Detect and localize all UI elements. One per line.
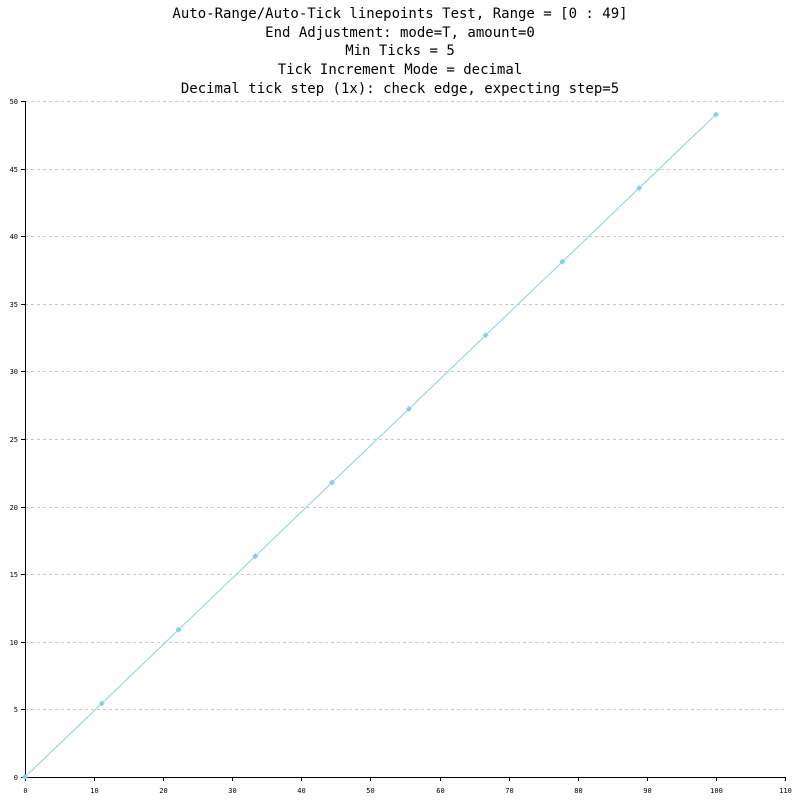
x-tick-label: 30: [228, 787, 236, 795]
y-axis: 0 5 10 15 20 25 30 35 40 45 50: [10, 98, 25, 782]
x-tick-label: 0: [23, 787, 27, 795]
x-tick-label: 60: [436, 787, 444, 795]
y-tick-label: 15: [10, 571, 18, 579]
x-tick-label: 110: [779, 787, 792, 795]
title-line-4: Tick Increment Mode = decimal: [278, 62, 522, 78]
data-point: [405, 405, 412, 412]
x-tick-label: 20: [159, 787, 167, 795]
plot-area: [22, 111, 719, 780]
data-point: [175, 626, 182, 633]
data-point: [22, 774, 28, 780]
chart-title: Auto-Range/Auto-Tick linepoints Test, Ra…: [172, 6, 627, 97]
x-tick-label: 70: [505, 787, 513, 795]
x-tick-label: 10: [90, 787, 98, 795]
axes: [25, 101, 785, 778]
y-tick-label: 25: [10, 436, 18, 444]
x-tick-label: 40: [297, 787, 305, 795]
y-tick-label: 35: [10, 301, 18, 309]
title-line-1: Auto-Range/Auto-Tick linepoints Test, Ra…: [172, 6, 627, 22]
data-point: [636, 185, 643, 192]
x-axis: 0 10 20 30 40 50 60 70 80 90 100 110: [23, 777, 792, 795]
y-tick-label: 30: [10, 368, 18, 376]
y-tick-label: 10: [10, 639, 18, 647]
y-tick-label: 40: [10, 233, 18, 241]
title-line-5: Decimal tick step (1x): check edge, expe…: [181, 81, 619, 97]
data-point: [329, 479, 336, 486]
data-point: [559, 258, 566, 265]
x-tick-label: 80: [574, 787, 582, 795]
y-tick-label: 45: [10, 166, 18, 174]
x-tick-label: 100: [710, 787, 723, 795]
y-grid: [25, 101, 785, 710]
data-point: [712, 111, 719, 118]
x-tick-label: 90: [643, 787, 651, 795]
data-point: [98, 700, 105, 707]
y-tick-label: 50: [10, 98, 18, 106]
title-line-3: Min Ticks = 5: [345, 43, 455, 59]
data-point: [252, 553, 259, 560]
title-line-2: End Adjustment: mode=T, amount=0: [265, 25, 535, 41]
y-tick-label: 0: [14, 774, 18, 782]
x-tick-label: 50: [366, 787, 374, 795]
series-line: [24, 114, 717, 778]
y-tick-label: 20: [10, 504, 18, 512]
y-tick-label: 5: [14, 706, 18, 714]
data-point: [482, 332, 489, 339]
